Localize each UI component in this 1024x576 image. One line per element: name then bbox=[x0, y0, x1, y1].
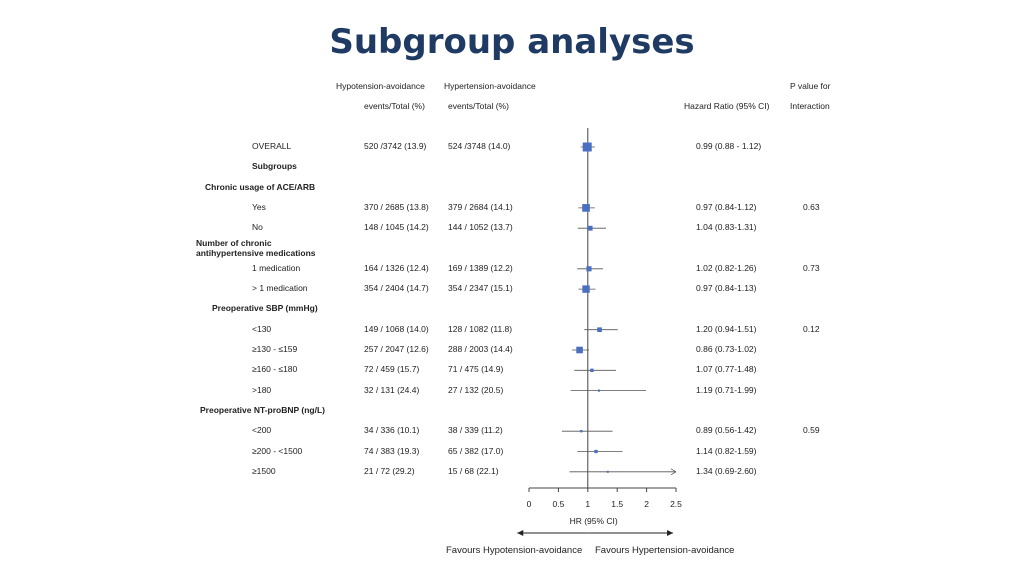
row-label: >180 bbox=[252, 384, 272, 395]
hypo-events-cell: 149 / 1068 (14.0) bbox=[364, 323, 429, 334]
row-label: > 1 medication bbox=[252, 283, 308, 294]
x-tick-label: 2.5 bbox=[670, 499, 682, 509]
hr-ci-cell: 0.97 (0.84-1.12) bbox=[696, 201, 757, 212]
hr-point bbox=[582, 285, 590, 293]
hyper-events-cell: 288 / 2003 (14.4) bbox=[448, 344, 513, 354]
hyper-events-cell: 354 / 2347 (15.1) bbox=[448, 283, 513, 294]
group-label: Preoperative NT-proBNP (ng/L) bbox=[200, 404, 325, 415]
pvalue-header-1: P value for bbox=[790, 81, 831, 91]
pvalue-cell: 0.73 bbox=[803, 262, 820, 273]
row-label: ≥130 - ≤159 bbox=[252, 344, 298, 354]
hyper-events-cell: 169 / 1389 (12.2) bbox=[448, 262, 513, 273]
hypo-events-cell: 354 / 2404 (14.7) bbox=[364, 283, 429, 294]
hr-ci-cell: 1.07 (0.77-1.48) bbox=[696, 364, 757, 375]
row-label: ≥1500 bbox=[252, 465, 276, 476]
group-label: Chronic usage of ACE/ARB bbox=[205, 181, 316, 192]
hypo-events-cell: 148 / 1045 (14.2) bbox=[364, 222, 429, 233]
hyper-events-cell: 379 / 2684 (14.1) bbox=[448, 201, 513, 212]
favours-right-arrowhead bbox=[667, 530, 674, 536]
row-label: OVERALL bbox=[252, 141, 292, 151]
x-tick-label: 0 bbox=[527, 499, 532, 509]
row-label: <200 bbox=[252, 425, 272, 436]
group-label: Preoperative SBP (mmHg) bbox=[212, 303, 318, 314]
pvalue-cell: 0.59 bbox=[803, 425, 820, 436]
hypo-events-cell: 520 /3742 (13.9) bbox=[364, 141, 427, 151]
hyper-events-cell: 524 /3748 (14.0) bbox=[448, 141, 511, 151]
x-tick-label: 1 bbox=[585, 499, 590, 509]
group-label-line2: antihypertensive medications bbox=[196, 247, 316, 258]
row-label: <130 bbox=[252, 323, 272, 334]
hypo-events-cell: 370 / 2685 (13.8) bbox=[364, 201, 429, 212]
x-tick-label: 2 bbox=[644, 499, 649, 509]
hyper-events-cell: 71 / 475 (14.9) bbox=[448, 364, 504, 375]
pvalue-cell: 0.63 bbox=[803, 201, 820, 212]
favours-right-label: Favours Hypertension-avoidance bbox=[595, 545, 735, 556]
hyper-events-cell: 65 / 382 (17.0) bbox=[448, 445, 504, 456]
hyper-events-cell: 144 / 1052 (13.7) bbox=[448, 222, 513, 233]
hr-ci-cell: 1.02 (0.82-1.26) bbox=[696, 262, 757, 273]
hr-point bbox=[576, 346, 583, 354]
hypo-events-cell: 34 / 336 (10.1) bbox=[364, 425, 420, 436]
hyper-header: Hypertension-avoidance bbox=[444, 81, 536, 91]
hr-point bbox=[582, 204, 590, 212]
group-label: Number of chronic bbox=[196, 237, 272, 248]
hr-header: Hazard Ratio (95% CI) bbox=[684, 101, 770, 111]
hr-point bbox=[590, 368, 594, 372]
row-label: Yes bbox=[252, 201, 266, 212]
hr-ci-cell: 1.14 (0.82-1.59) bbox=[696, 445, 757, 456]
hr-point bbox=[580, 430, 583, 433]
row-label: ≥200 - <1500 bbox=[252, 445, 303, 456]
hr-point bbox=[597, 327, 602, 333]
hyper-events-cell: 15 / 68 (22.1) bbox=[448, 465, 499, 476]
hyper-events-cell: 27 / 132 (20.5) bbox=[448, 384, 504, 395]
group-label: Subgroups bbox=[252, 161, 297, 172]
hyper-events-cell: 128 / 1082 (11.8) bbox=[448, 323, 513, 334]
hypo-events-cell: 164 / 1326 (12.4) bbox=[364, 262, 429, 273]
hr-ci-cell: 1.04 (0.83-1.31) bbox=[696, 222, 757, 233]
hypo-events-cell: 32 / 131 (24.4) bbox=[364, 384, 420, 395]
slide-title: Subgroup analyses bbox=[329, 22, 695, 62]
hypo-events-cell: 21 / 72 (29.2) bbox=[364, 465, 415, 476]
hr-ci-cell: 0.99 (0.88 - 1.12) bbox=[696, 141, 762, 151]
x-axis-label: HR (95% CI) bbox=[570, 516, 618, 526]
row-label: 1 medication bbox=[252, 262, 301, 273]
hypo-events-cell: 72 / 459 (15.7) bbox=[364, 364, 420, 375]
hr-point bbox=[606, 470, 609, 473]
hr-ci-cell: 0.86 (0.73-1.02) bbox=[696, 344, 757, 354]
hr-ci-cell: 0.97 (0.84-1.13) bbox=[696, 283, 757, 294]
favours-left-arrowhead bbox=[517, 530, 524, 536]
x-tick-label: 1.5 bbox=[611, 499, 623, 509]
pvalue-header-2: Interaction bbox=[790, 101, 830, 111]
hr-point bbox=[582, 142, 592, 152]
favours-left-label: Favours Hypotension-avoidance bbox=[446, 545, 583, 556]
hyper-subheader: events/Total (%) bbox=[448, 101, 509, 111]
hypo-events-cell: 257 / 2047 (12.6) bbox=[364, 344, 429, 354]
hr-ci-cell: 1.20 (0.94-1.51) bbox=[696, 323, 757, 334]
hr-point bbox=[594, 449, 598, 454]
hr-point bbox=[586, 266, 592, 272]
hr-point bbox=[587, 225, 593, 231]
hr-ci-cell: 1.19 (0.71-1.99) bbox=[696, 384, 757, 395]
hr-ci-cell: 0.89 (0.56-1.42) bbox=[696, 425, 757, 436]
x-tick-label: 0.5 bbox=[552, 499, 564, 509]
hypo-header: Hypotension-avoidance bbox=[336, 81, 425, 91]
hypo-events-cell: 74 / 383 (19.3) bbox=[364, 445, 420, 456]
hyper-events-cell: 38 / 339 (11.2) bbox=[448, 425, 503, 436]
hr-ci-cell: 1.34 (0.69-2.60) bbox=[696, 465, 757, 476]
pvalue-cell: 0.12 bbox=[803, 323, 820, 334]
ci-overflow-arrow bbox=[670, 468, 677, 476]
hypo-subheader: events/Total (%) bbox=[364, 101, 425, 111]
row-label: No bbox=[252, 222, 263, 233]
hr-point bbox=[597, 389, 601, 392]
row-label: ≥160 - ≤180 bbox=[252, 364, 298, 375]
